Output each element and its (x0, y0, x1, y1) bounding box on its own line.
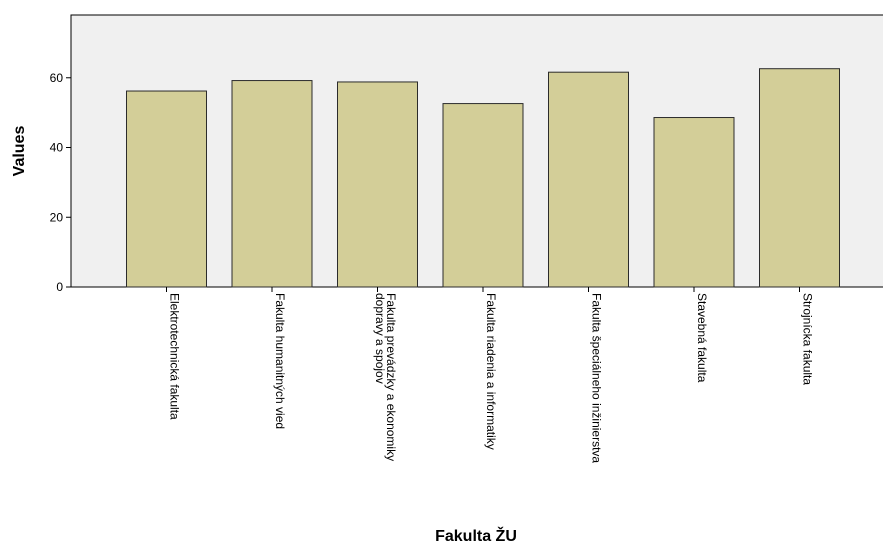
x-axis-title: Fakulta ŽU (435, 526, 517, 545)
category-label: Elektrotechnická fakulta (168, 293, 182, 420)
bars (126, 68, 840, 288)
y-tick-label: 40 (50, 141, 64, 155)
category-label: Stavebná fakulta (695, 293, 709, 383)
category-label: Fakulta riadenia a informatiky (484, 293, 498, 450)
bar (653, 117, 735, 288)
category-label: Fakulta humanitných vied (273, 293, 287, 429)
bar (548, 71, 629, 288)
y-axis: 0 20 40 60 (50, 71, 71, 294)
y-tick-label: 0 (56, 280, 63, 294)
x-axis: Elektrotechnická fakulta Fakulta humanitn… (166, 287, 815, 463)
y-tick-label: 60 (50, 71, 64, 85)
bar (442, 103, 524, 288)
bar (231, 80, 313, 288)
category-label: Fakulta špeciálneho inžinierstva (590, 293, 604, 463)
y-tick-label: 20 (50, 210, 64, 224)
bar (126, 90, 207, 288)
category-label: Fakulta prevádzky a ekonomiky (384, 293, 398, 461)
bar (759, 68, 840, 288)
category-label: Strojnícka fakulta (801, 293, 815, 385)
y-axis-title: Values (11, 126, 28, 177)
bar (337, 81, 418, 288)
category-label: dopravy a spojov (373, 293, 387, 384)
